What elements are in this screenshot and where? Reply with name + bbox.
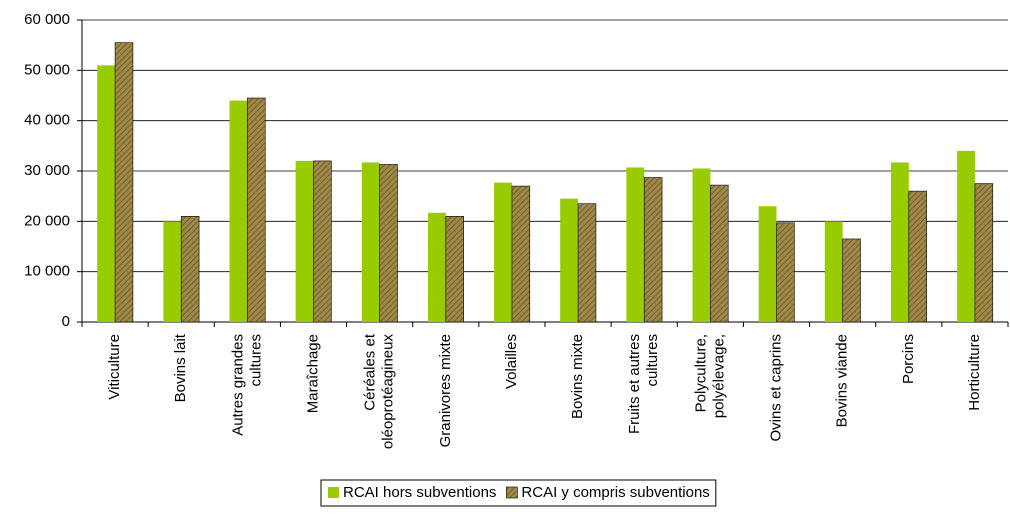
bar xyxy=(247,97,266,323)
x-tick-label: Granivores mixte xyxy=(437,334,454,447)
bar xyxy=(180,216,200,323)
x-tick-label: Porcins xyxy=(900,334,917,384)
bar xyxy=(494,182,512,322)
legend-label: RCAI y compris subventions xyxy=(521,484,709,501)
y-tick-label: 60 000 xyxy=(24,11,70,28)
x-tick-label: Céréales etoléoprotéagineux xyxy=(362,333,397,449)
x-tick-label: Bovins viande xyxy=(834,334,851,427)
x-tick-label: Bovins lait xyxy=(172,333,189,402)
bar xyxy=(842,238,861,323)
bar xyxy=(643,177,663,323)
bar xyxy=(229,100,248,323)
x-tick-label: Fruits et autrescultures xyxy=(626,334,661,434)
x-tick-label: Polyculture,polyélevage, xyxy=(692,334,727,418)
y-tick-label: 0 xyxy=(62,313,70,330)
x-tick-label: Bovins mixte xyxy=(569,334,586,419)
bar xyxy=(560,198,579,322)
legend-swatch xyxy=(328,487,339,498)
legend-box xyxy=(320,479,717,507)
x-tick-label: Horticulture xyxy=(966,334,983,411)
bar xyxy=(626,167,645,322)
bar xyxy=(163,221,182,322)
bar xyxy=(295,160,314,322)
bar xyxy=(824,221,843,322)
bar xyxy=(511,185,531,323)
x-tick-label: Maraîchage xyxy=(304,334,321,413)
y-tick-label: 10 000 xyxy=(24,263,70,280)
y-tick-label: 20 000 xyxy=(24,212,70,229)
bar xyxy=(445,216,464,323)
bar xyxy=(758,206,777,322)
y-tick-label: 30 000 xyxy=(24,162,70,179)
bar xyxy=(974,183,994,323)
legend-swatch xyxy=(506,486,518,499)
legend: RCAI hors subventions RCAI y compris subv… xyxy=(320,479,717,507)
bar xyxy=(114,42,134,323)
bar xyxy=(908,190,927,323)
bar xyxy=(710,184,729,323)
bar xyxy=(890,162,909,322)
y-tick-label: 40 000 xyxy=(24,112,70,129)
y-tick-label: 50 000 xyxy=(24,61,70,78)
x-tick-label: Autres grandescultures xyxy=(229,334,264,436)
bar xyxy=(427,212,446,322)
bar xyxy=(776,222,795,323)
bar xyxy=(957,150,975,322)
bar xyxy=(313,160,332,323)
x-tick-label: Ovins et caprins xyxy=(767,334,784,442)
bar xyxy=(379,164,398,323)
bar xyxy=(97,65,116,323)
x-tick-label: Viticulture xyxy=(106,334,123,400)
x-tick-label: Volailles xyxy=(503,334,520,389)
bar xyxy=(577,203,597,323)
legend-label: RCAI hors subventions xyxy=(343,484,496,501)
bar xyxy=(692,168,711,322)
bar xyxy=(361,162,380,322)
